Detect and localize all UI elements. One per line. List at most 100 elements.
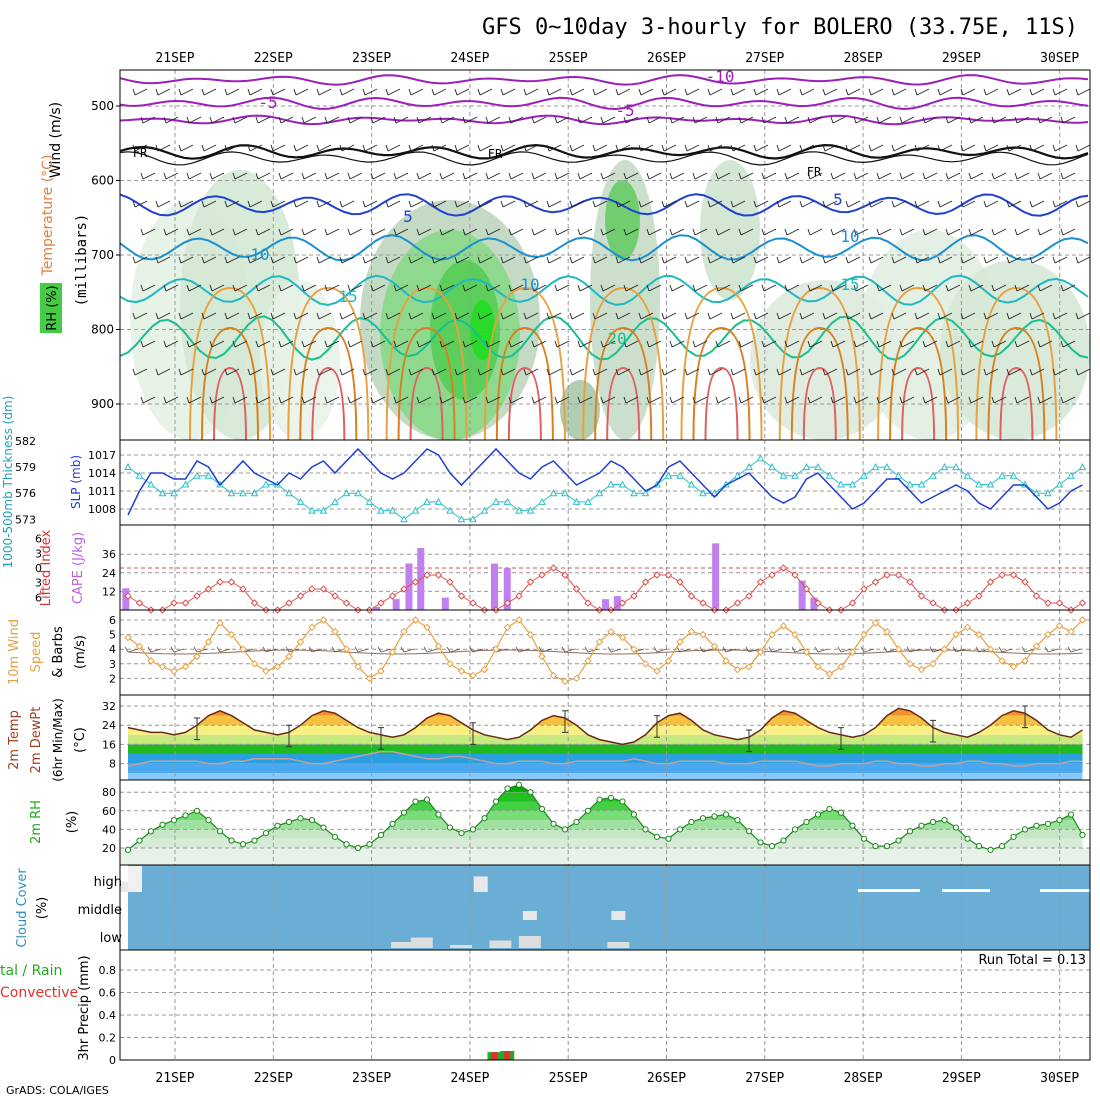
lifted-index-series-point: [308, 585, 316, 593]
wind-barb: [1037, 284, 1053, 292]
thickness-series-point: [526, 506, 535, 514]
wind-barb: [316, 368, 332, 376]
wind-barb: [485, 172, 501, 180]
surface-wind-barb: [952, 646, 967, 653]
rh-series-point: [1079, 831, 1086, 839]
wind-barb: [393, 340, 409, 348]
surface-wind-barb: [722, 646, 737, 653]
thickness-series-point: [1044, 489, 1052, 497]
lifted-index-series-point: [733, 599, 742, 607]
rh-series-point: [722, 811, 730, 818]
surface-wind-barb: [216, 646, 231, 653]
wind-barb: [991, 396, 1007, 404]
wind-barb: [1060, 396, 1076, 404]
wind-speed-series-point: [986, 645, 995, 653]
wind-barb: [776, 312, 792, 320]
wind-barb: [799, 312, 815, 320]
surface-wind-barb: [423, 646, 438, 653]
wind-barb: [370, 172, 386, 180]
lifted-index-series-point: [227, 578, 236, 586]
temperature-contour-label: 10: [840, 227, 859, 246]
wind-barb: [140, 172, 156, 180]
wind-barb: [278, 340, 294, 348]
wind-speed-series-point: [181, 663, 190, 671]
rh-series-point: [745, 828, 753, 835]
wind-barb: [945, 172, 961, 180]
lifted-index-series-point: [630, 592, 638, 600]
cape-tick-label: 24: [102, 567, 116, 580]
wind-barb: [362, 256, 378, 264]
rh-series-point: [584, 807, 592, 814]
wind-barb: [1037, 340, 1053, 348]
wind-speed-series-point: [204, 638, 213, 646]
wind-barb: [807, 396, 823, 404]
cape-tick-label: 12: [102, 585, 116, 598]
wind-barb: [132, 312, 148, 320]
wind-barb: [922, 228, 938, 236]
wind-barb: [1006, 88, 1022, 96]
wind-barb: [891, 200, 907, 208]
wind-barb: [646, 228, 662, 236]
thickness-series: [127, 457, 1083, 520]
wind-speed-series-point: [319, 616, 328, 624]
surface-wind-barb: [653, 646, 668, 653]
wind-barb: [730, 256, 746, 264]
wind-barb: [347, 228, 363, 236]
wind-barb: [692, 396, 708, 404]
wind-speed-series-point: [653, 667, 661, 675]
thickness-series-point: [802, 463, 811, 471]
warm-temperature-contour: [606, 366, 641, 441]
precip-tick-label: 0.2: [99, 1032, 117, 1045]
wind-barb: [922, 396, 938, 404]
axis-label-lifted-index: Lifted Index: [39, 529, 54, 606]
thickness-series-point: [1078, 463, 1087, 471]
rh-series-point: [239, 841, 247, 848]
wind-barb: [500, 256, 516, 264]
wind-barb: [661, 200, 677, 208]
thickness-series-point: [331, 497, 339, 505]
day-label-bottom: 21SEP: [155, 1071, 194, 1086]
wind-barb: [638, 200, 654, 208]
rh-series-point: [791, 826, 799, 833]
wind-barb: [853, 116, 869, 124]
axis-label-slp: SLP (mb): [69, 455, 83, 509]
thickness-series-point: [699, 489, 707, 497]
wind-barb: [945, 396, 961, 404]
lifted-index-series-point: [561, 571, 569, 579]
wind-barb: [937, 368, 953, 376]
warm-temperature-contour: [999, 366, 1034, 441]
wind-speed-series-point: [262, 667, 270, 675]
wind-barb: [738, 116, 754, 124]
wind-barb: [462, 284, 478, 292]
lifted-index-series-point: [802, 585, 811, 593]
wind-barb: [554, 228, 570, 236]
precip-tick-label: 0.6: [99, 987, 117, 1000]
wind-barb: [408, 200, 424, 208]
wind-speed-series-point: [377, 667, 385, 675]
axis-label-rh-units: (%): [65, 811, 80, 834]
wind-speed-series-point: [1055, 622, 1064, 630]
rh-shading: [605, 180, 640, 260]
lifted-index-series-point: [285, 599, 293, 607]
warm-temperature-contour: [483, 286, 566, 441]
wind-speed-series-point: [883, 627, 891, 636]
cloud-level-label: high: [94, 875, 122, 890]
wind-barb: [1014, 116, 1030, 124]
rh-series-point: [883, 843, 891, 850]
surface-wind-barb: [1044, 646, 1059, 653]
thickness-tick-label: 576: [15, 487, 36, 500]
wind-barb: [477, 256, 493, 264]
wind-barb: [761, 396, 777, 404]
wind-barb: [868, 312, 884, 320]
thickness-series-point: [986, 480, 995, 488]
wind-barb: [600, 284, 616, 292]
rh-band: [128, 838, 1083, 848]
wind-barb: [937, 144, 953, 152]
wind-barb: [799, 256, 815, 264]
wind-barb: [1060, 172, 1076, 180]
wind-barb: [209, 396, 225, 404]
wind-speed-series-point: [814, 663, 822, 671]
wind-barb: [255, 172, 271, 180]
rh-series-point: [527, 789, 534, 796]
wind-barb: [155, 368, 171, 376]
